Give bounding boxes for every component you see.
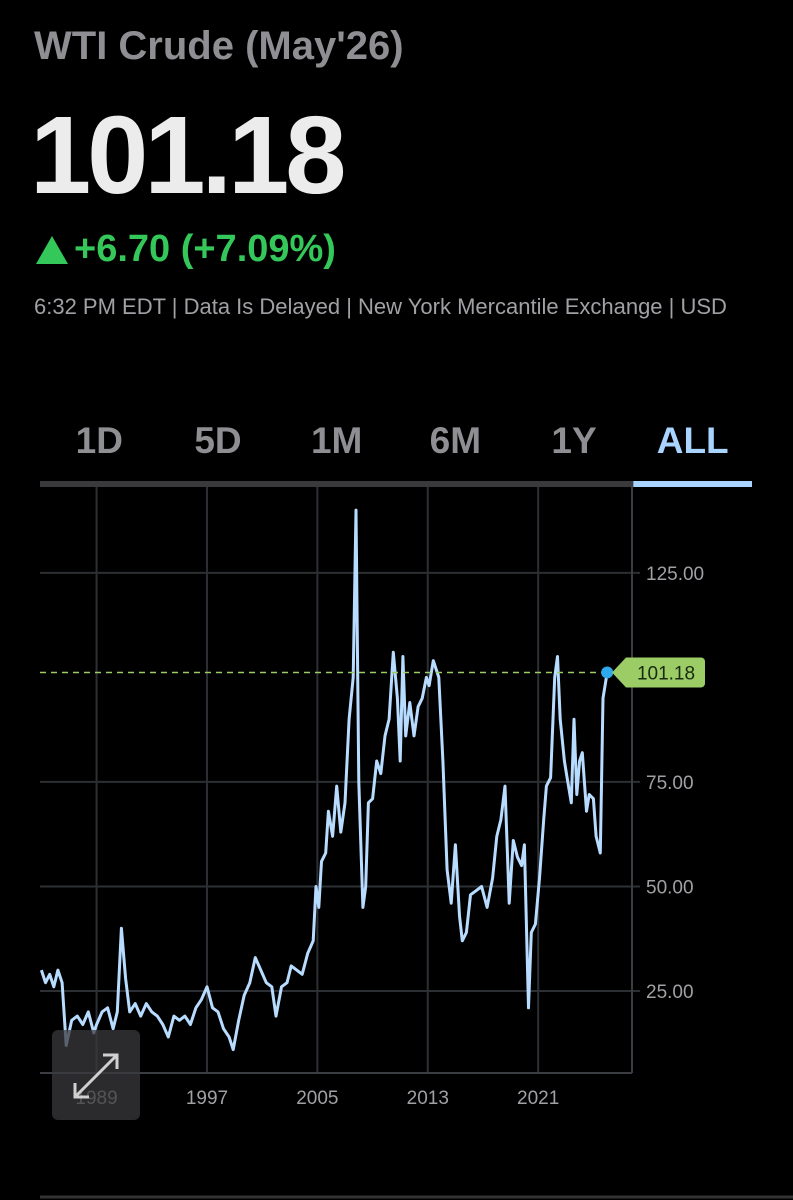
last-price-tag xyxy=(612,657,705,688)
tab-bar xyxy=(40,481,752,487)
expand-icon xyxy=(73,1053,119,1099)
up-arrow xyxy=(36,235,68,264)
range-tab[interactable]: 5D xyxy=(194,420,242,461)
tab-indicator xyxy=(633,481,752,487)
change-row: +6.70 (+7.09%) xyxy=(34,228,336,271)
range-tabs: 1D 5D 1M 6M 1Y ALL xyxy=(40,420,752,470)
x-tick-label: 1997 xyxy=(186,1088,228,1109)
range-tab[interactable]: 1D xyxy=(75,420,123,461)
y-tick-label: 125.00 xyxy=(646,564,704,585)
range-tab[interactable]: 1M xyxy=(310,420,363,461)
y-tick-label: 50.00 xyxy=(646,877,694,898)
instrument-title: WTI Crude (May'26) xyxy=(34,24,404,68)
range-tab[interactable]: 6M xyxy=(429,420,482,461)
price-change: +6.70 (+7.09%) xyxy=(74,228,336,270)
x-tick-label: 2021 xyxy=(517,1088,559,1109)
price-line xyxy=(39,508,609,1052)
last-point xyxy=(601,666,614,679)
y-tick-label: 75.00 xyxy=(646,773,694,794)
range-tab[interactable]: 1Y xyxy=(551,420,597,461)
x-tick-label: 2013 xyxy=(407,1088,449,1109)
range-tab[interactable]: ALL xyxy=(656,420,729,461)
x-tick-label: 2005 xyxy=(296,1088,338,1109)
y-tick-label: 25.00 xyxy=(646,982,694,1003)
quote-info: 6:32 PM EDT | Data Is Delayed | New York… xyxy=(34,294,727,319)
price: 101.18 xyxy=(30,94,346,217)
last-price-label: 101.18 xyxy=(637,663,695,684)
